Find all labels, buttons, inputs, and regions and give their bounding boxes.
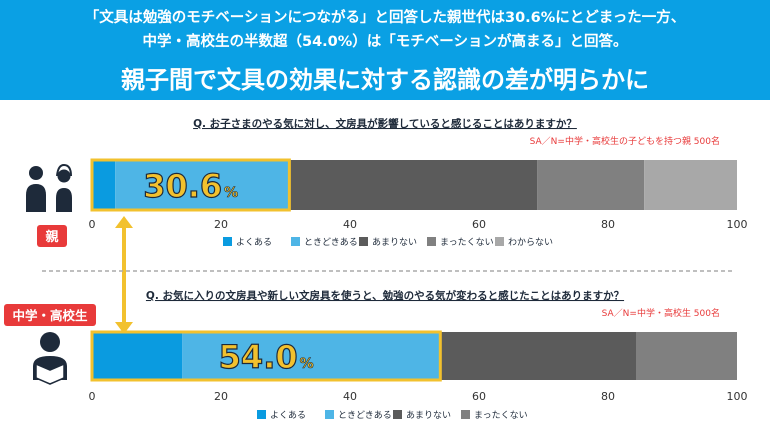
tick-label: 20 xyxy=(214,390,228,403)
parents-icon xyxy=(26,163,72,212)
sample-note: SA／N=中学・高校生の子どもを持つ親 500名 xyxy=(530,135,720,147)
header-subtitle-line1: 「文具は勉強のモチベーションにつながる」と回答した親世代は30.6%にとどまった… xyxy=(84,10,686,26)
student-reading-icon xyxy=(33,332,67,385)
sample-note: SA／N=中学・高校生 500名 xyxy=(602,307,720,319)
legend-item: あまりない xyxy=(359,237,417,248)
legend-item: あまりない xyxy=(393,410,451,421)
legend-label: まったくない xyxy=(440,237,494,248)
legend-label: ときどきある xyxy=(304,237,358,248)
highlight-frame xyxy=(90,330,442,382)
header-subtitle-line2: 中学・高校生の半数超（54.0%）は「モチベーションが高まる」と回答。 xyxy=(142,34,628,50)
legend-label: あまりない xyxy=(372,237,417,248)
question-text: Q. お気に入りの文房具や新しい文房具を使うと、勉強のやる気が変わると感じたこと… xyxy=(146,289,624,302)
tick-label: 100 xyxy=(727,390,748,403)
bar-segment-2 xyxy=(115,160,290,210)
highlight-value: 54.0% xyxy=(219,338,314,376)
legend-swatch xyxy=(223,237,232,246)
legend-swatch xyxy=(495,237,504,246)
legend-label: よくある xyxy=(270,410,306,421)
students-chart: Q. お気に入りの文房具や新しい文房具を使うと、勉強のやる気が変わると感じたこと… xyxy=(89,289,748,421)
bar-segment-4 xyxy=(636,332,737,380)
legend-item: わからない xyxy=(495,237,553,248)
legend-label: まったくない xyxy=(474,410,528,421)
tick-label: 40 xyxy=(343,390,357,403)
parents-chart: Q. お子さまのやる気に対し、文房具が影響していると感じることはありますか？ SA… xyxy=(89,117,748,248)
tick-label: 80 xyxy=(601,390,615,403)
legend-swatch xyxy=(427,237,436,246)
legend-item: よくある xyxy=(257,410,306,421)
legend-item: ときどきある xyxy=(325,410,392,421)
legend-swatch xyxy=(325,410,334,419)
legend-swatch xyxy=(359,237,368,246)
parents-badge: 親 xyxy=(37,225,67,247)
legend-label: よくある xyxy=(236,237,272,248)
bar-segment-3 xyxy=(289,160,538,210)
bar-segment-5 xyxy=(644,160,737,210)
student-badge: 中学・高校生 xyxy=(4,304,96,326)
bar-segment-1 xyxy=(92,160,116,210)
legend-swatch xyxy=(257,410,266,419)
tick-label: 60 xyxy=(472,390,486,403)
legend-label: ときどきある xyxy=(338,410,392,421)
legend-label: わからない xyxy=(508,237,553,248)
bar-segment-4 xyxy=(537,160,645,210)
tick-label: 60 xyxy=(472,218,486,231)
student-badge-label: 中学・高校生 xyxy=(12,308,88,323)
tick-label: 100 xyxy=(727,218,748,231)
tick-label: 40 xyxy=(343,218,357,231)
legend-item: まったくない xyxy=(461,410,528,421)
bar-segment-2 xyxy=(182,332,441,380)
bar-segment-1 xyxy=(92,332,183,380)
tick-label: 80 xyxy=(601,218,615,231)
legend-swatch xyxy=(461,410,470,419)
bar-segment-3 xyxy=(440,332,637,380)
legend-item: ときどきある xyxy=(291,237,358,248)
parents-badge-label: 親 xyxy=(45,229,58,245)
legend-label: あまりない xyxy=(406,410,451,421)
tick-label: 0 xyxy=(89,390,96,403)
legend-item: よくある xyxy=(223,237,272,248)
legend-item: まったくない xyxy=(427,237,494,248)
highlight-value: 30.6% xyxy=(143,167,238,205)
legend-swatch xyxy=(393,410,402,419)
header-banner: 「文具は勉強のモチベーションにつながる」と回答した親世代は30.6%にとどまった… xyxy=(0,0,770,100)
tick-label: 20 xyxy=(214,218,228,231)
highlight-frame xyxy=(90,158,291,212)
legend-swatch xyxy=(291,237,300,246)
header-title: 親子間で文具の効果に対する認識の差が明らかに xyxy=(121,66,649,94)
tick-label: 0 xyxy=(89,218,96,231)
comparison-connector xyxy=(115,216,133,334)
question-text: Q. お子さまのやる気に対し、文房具が影響していると感じることはありますか？ xyxy=(193,117,577,130)
